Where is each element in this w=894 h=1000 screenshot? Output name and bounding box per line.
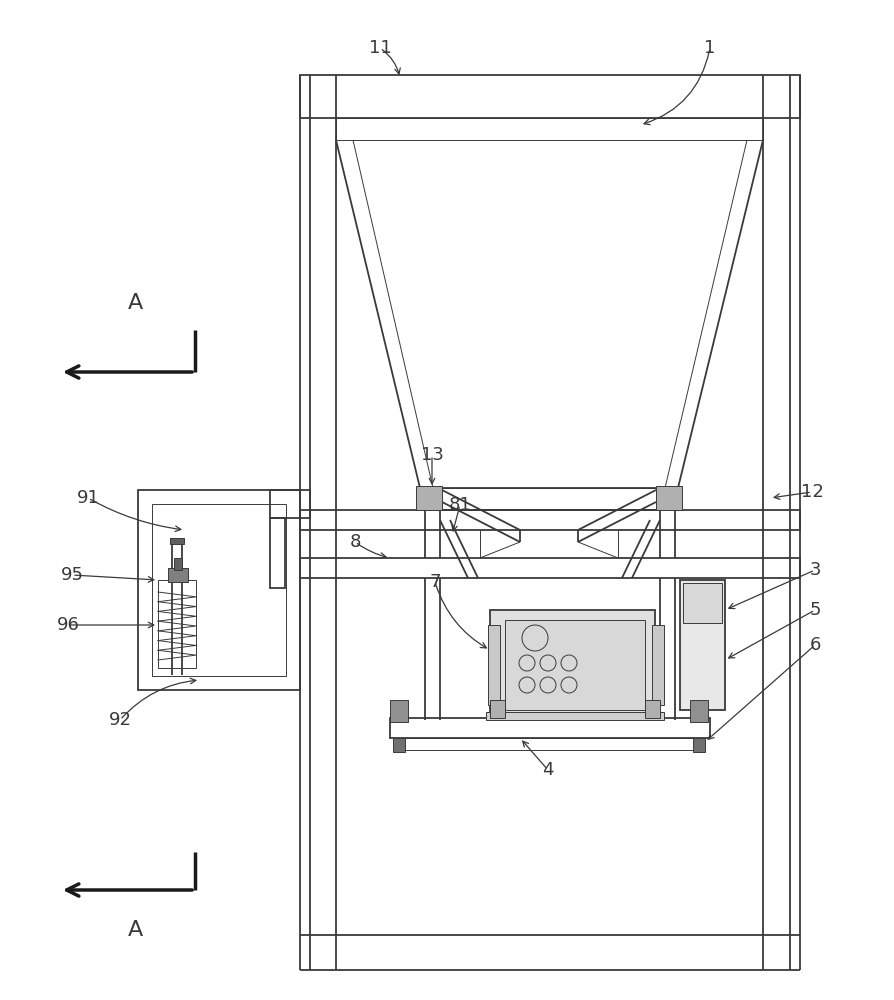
Text: 11: 11 — [368, 39, 392, 57]
Bar — [416, 486, 442, 510]
Text: 5: 5 — [809, 601, 821, 619]
Text: A: A — [127, 920, 143, 940]
Bar — [270, 490, 310, 518]
Bar — [683, 583, 722, 623]
Bar — [490, 700, 505, 718]
Bar — [486, 712, 664, 720]
Bar — [505, 620, 645, 710]
Text: 96: 96 — [56, 616, 80, 634]
Bar — [393, 738, 405, 752]
Text: 4: 4 — [543, 761, 553, 779]
Text: 8: 8 — [350, 533, 360, 551]
Bar — [656, 486, 682, 510]
Bar — [300, 510, 800, 530]
Bar — [652, 625, 664, 705]
Bar — [645, 700, 660, 718]
Text: 13: 13 — [420, 446, 443, 464]
Bar — [300, 75, 800, 118]
Text: 91: 91 — [77, 489, 99, 507]
Text: 12: 12 — [800, 483, 823, 501]
Bar — [420, 488, 678, 510]
Text: 81: 81 — [449, 496, 471, 514]
Bar — [490, 610, 655, 715]
Bar — [693, 738, 705, 752]
Text: 6: 6 — [809, 636, 821, 654]
Bar — [270, 518, 285, 588]
Bar — [158, 580, 196, 668]
Bar — [138, 490, 300, 690]
Text: 3: 3 — [809, 561, 821, 579]
Bar — [168, 568, 188, 582]
Bar — [390, 700, 408, 722]
Bar — [488, 625, 500, 705]
Bar — [690, 700, 708, 722]
Bar — [680, 580, 725, 710]
Text: 95: 95 — [61, 566, 83, 584]
Bar — [152, 504, 286, 676]
Text: A: A — [127, 293, 143, 313]
Text: 7: 7 — [429, 573, 441, 591]
Bar — [390, 718, 710, 738]
Bar — [170, 538, 184, 544]
Bar — [336, 118, 763, 140]
Bar — [174, 558, 182, 570]
Bar — [300, 558, 800, 578]
Text: 1: 1 — [704, 39, 716, 57]
Text: 92: 92 — [108, 711, 131, 729]
Bar — [400, 738, 700, 750]
